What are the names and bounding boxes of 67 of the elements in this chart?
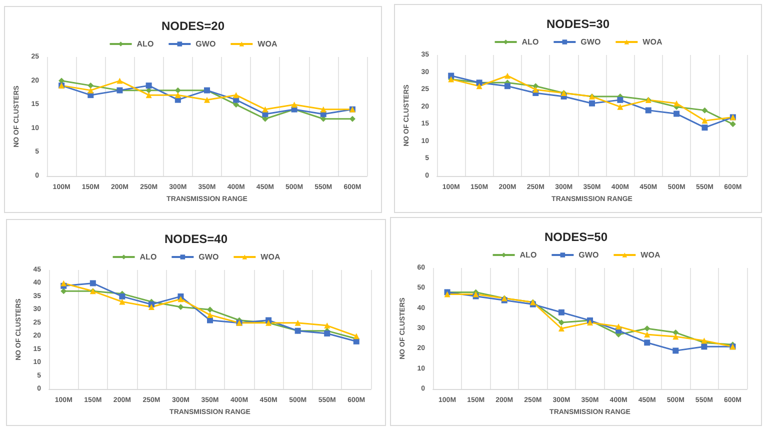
point — [616, 323, 622, 330]
point — [233, 92, 240, 98]
legend-label: ALO — [136, 40, 154, 48]
point — [291, 102, 298, 108]
legend-label: GWO — [198, 252, 219, 262]
point — [146, 92, 152, 98]
point — [119, 293, 126, 300]
legend-label: WOA — [640, 250, 660, 260]
point — [645, 107, 652, 114]
legend-label: ALO — [522, 38, 539, 46]
legend-label: WOA — [260, 252, 280, 262]
point — [353, 333, 360, 340]
point — [702, 124, 708, 131]
point — [353, 338, 360, 344]
point — [672, 334, 679, 340]
point — [644, 332, 650, 338]
point — [558, 319, 564, 326]
point — [320, 106, 326, 112]
point — [116, 78, 123, 84]
point — [294, 320, 301, 326]
legend-label: GWO — [578, 250, 599, 260]
point — [672, 348, 679, 354]
point — [178, 296, 184, 302]
point — [146, 82, 152, 89]
point — [174, 92, 181, 98]
point — [617, 96, 624, 103]
point — [674, 100, 680, 106]
point — [532, 86, 539, 93]
chart-title: NODES=30 — [546, 17, 610, 31]
point — [644, 326, 650, 332]
legend-label: GWO — [196, 40, 216, 48]
point — [60, 280, 67, 286]
point — [324, 322, 330, 329]
point — [88, 87, 94, 94]
legend-label: WOA — [258, 40, 278, 48]
point — [617, 104, 624, 110]
chart-title: NODES=50 — [544, 230, 608, 244]
point — [119, 298, 126, 305]
point — [60, 288, 67, 294]
point — [558, 326, 564, 332]
point — [262, 106, 268, 112]
point — [589, 100, 595, 106]
point — [558, 309, 564, 316]
chart-title: NODES=20 — [161, 19, 225, 33]
legend-label: GWO — [580, 38, 601, 46]
point — [702, 118, 708, 124]
point — [644, 340, 650, 346]
point — [702, 107, 708, 114]
point — [204, 96, 210, 103]
point — [207, 312, 213, 318]
point — [207, 306, 213, 313]
point — [701, 344, 708, 350]
point — [90, 280, 96, 286]
point — [674, 110, 680, 117]
chart-title: NODES=40 — [164, 232, 228, 246]
point — [324, 330, 330, 336]
point — [730, 121, 736, 128]
point — [448, 72, 454, 79]
legend-label: ALO — [520, 250, 537, 260]
legend-label: ALO — [140, 252, 157, 262]
point — [178, 304, 184, 310]
point — [504, 83, 510, 90]
point — [476, 83, 482, 90]
point — [504, 72, 510, 79]
legend-label: WOA — [642, 38, 662, 46]
point — [148, 304, 154, 310]
point — [88, 82, 94, 89]
